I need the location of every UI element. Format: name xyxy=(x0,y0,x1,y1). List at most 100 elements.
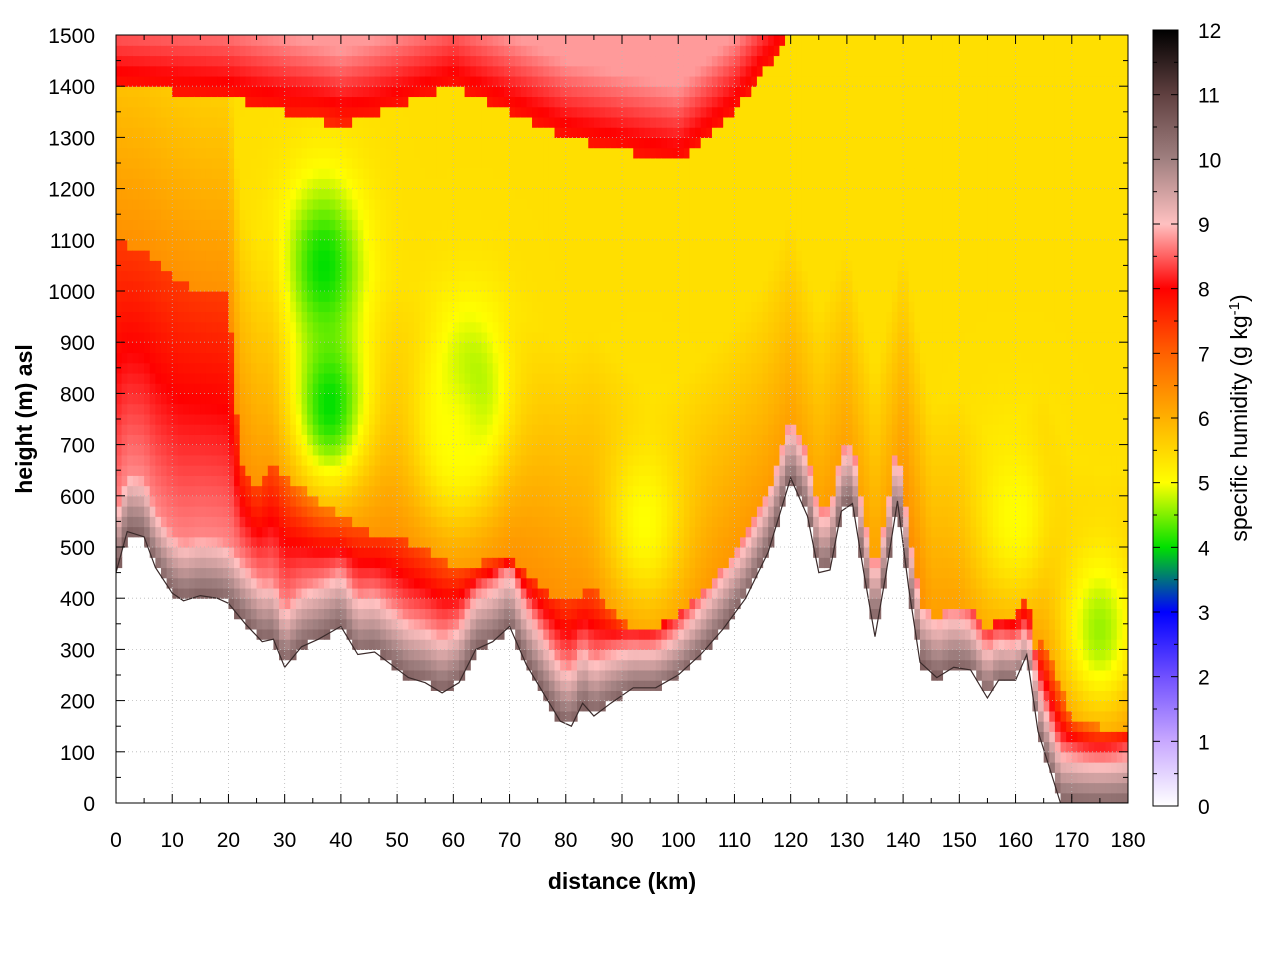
humidity-cell xyxy=(340,301,348,313)
humidity-cell xyxy=(127,270,134,282)
humidity-cell xyxy=(295,219,303,231)
humidity-cell xyxy=(413,495,421,507)
humidity-cell xyxy=(515,331,522,343)
humidity-cell xyxy=(267,75,275,87)
humidity-cell xyxy=(397,86,404,98)
humidity-cell xyxy=(352,495,359,507)
humidity-cell xyxy=(408,618,415,630)
humidity-cell xyxy=(183,372,190,384)
humidity-cell xyxy=(537,301,544,313)
humidity-cell xyxy=(256,587,263,599)
humidity-cell xyxy=(177,311,185,323)
humidity-cell xyxy=(397,598,404,610)
humidity-cell xyxy=(453,311,460,323)
humidity-cell xyxy=(453,403,460,415)
humidity-cell xyxy=(256,127,263,138)
humidity-cell xyxy=(520,444,528,456)
humidity-cell xyxy=(183,454,190,466)
humidity-cell xyxy=(402,628,409,640)
humidity-cell xyxy=(442,65,449,77)
humidity-cell xyxy=(172,454,179,466)
humidity-cell xyxy=(256,188,263,200)
humidity-cell xyxy=(492,526,499,538)
humidity-cell xyxy=(340,587,348,599)
humidity-cell xyxy=(492,331,499,343)
humidity-cell xyxy=(127,65,134,77)
humidity-cell xyxy=(520,55,528,67)
humidity-cell xyxy=(144,526,151,538)
humidity-cell xyxy=(447,403,454,415)
humidity-cell xyxy=(217,331,224,343)
humidity-cell xyxy=(492,516,499,528)
humidity-cell xyxy=(408,403,415,415)
humidity-cell xyxy=(402,393,409,405)
humidity-cell xyxy=(464,413,471,425)
humidity-cell xyxy=(571,35,578,46)
humidity-cell xyxy=(447,352,454,364)
humidity-cell xyxy=(273,260,280,272)
humidity-cell xyxy=(498,587,505,599)
humidity-cell xyxy=(374,577,381,589)
humidity-cell xyxy=(543,659,550,671)
humidity-cell xyxy=(481,35,488,46)
humidity-cell xyxy=(492,127,499,138)
humidity-cell xyxy=(554,55,561,67)
humidity-cell xyxy=(453,628,460,640)
humidity-cell xyxy=(239,495,246,507)
humidity-cell xyxy=(408,628,415,640)
humidity-cell xyxy=(256,536,263,548)
humidity-cell xyxy=(481,454,488,466)
humidity-cell xyxy=(200,465,207,476)
humidity-cell xyxy=(509,506,516,517)
humidity-cell xyxy=(222,147,230,159)
humidity-cell xyxy=(284,168,291,179)
humidity-cell xyxy=(369,260,376,272)
humidity-cell xyxy=(408,465,415,476)
humidity-cell xyxy=(560,168,567,179)
humidity-cell xyxy=(503,75,511,87)
humidity-cell xyxy=(498,291,505,302)
humidity-cell xyxy=(571,198,578,210)
humidity-cell xyxy=(284,608,291,620)
humidity-cell xyxy=(166,331,173,343)
humidity-cell xyxy=(267,547,275,558)
humidity-cell xyxy=(329,291,336,302)
humidity-cell xyxy=(262,96,269,108)
humidity-cell xyxy=(239,424,246,435)
humidity-cell xyxy=(205,506,213,517)
humidity-cell xyxy=(239,311,246,323)
humidity-cell xyxy=(577,639,584,650)
humidity-cell xyxy=(250,372,258,384)
humidity-cell xyxy=(520,209,528,220)
humidity-cell xyxy=(560,444,567,456)
humidity-cell xyxy=(363,239,370,251)
humidity-cell xyxy=(419,526,426,538)
humidity-cell xyxy=(458,444,466,456)
humidity-cell xyxy=(307,526,314,538)
humidity-cell xyxy=(250,86,258,98)
humidity-cell xyxy=(442,168,449,179)
humidity-cell xyxy=(369,270,376,282)
humidity-cell xyxy=(346,475,353,487)
humidity-cell xyxy=(565,628,572,640)
humidity-cell xyxy=(537,147,544,159)
humidity-cell xyxy=(520,311,528,323)
humidity-cell xyxy=(211,321,218,333)
humidity-cell xyxy=(234,147,241,159)
humidity-cell xyxy=(470,239,477,251)
humidity-cell xyxy=(526,291,533,302)
humidity-cell xyxy=(374,55,381,67)
humidity-cell xyxy=(498,198,505,210)
humidity-cell xyxy=(144,413,151,425)
humidity-cell xyxy=(172,75,179,87)
humidity-cell xyxy=(312,495,319,507)
humidity-cell xyxy=(234,260,241,272)
humidity-cell xyxy=(464,393,471,405)
humidity-cell xyxy=(481,362,488,374)
humidity-cell xyxy=(492,239,499,251)
humidity-cell xyxy=(498,547,505,558)
humidity-cell xyxy=(560,403,567,415)
humidity-cell xyxy=(413,618,421,630)
humidity-cell xyxy=(346,434,353,446)
humidity-cell xyxy=(470,587,477,599)
